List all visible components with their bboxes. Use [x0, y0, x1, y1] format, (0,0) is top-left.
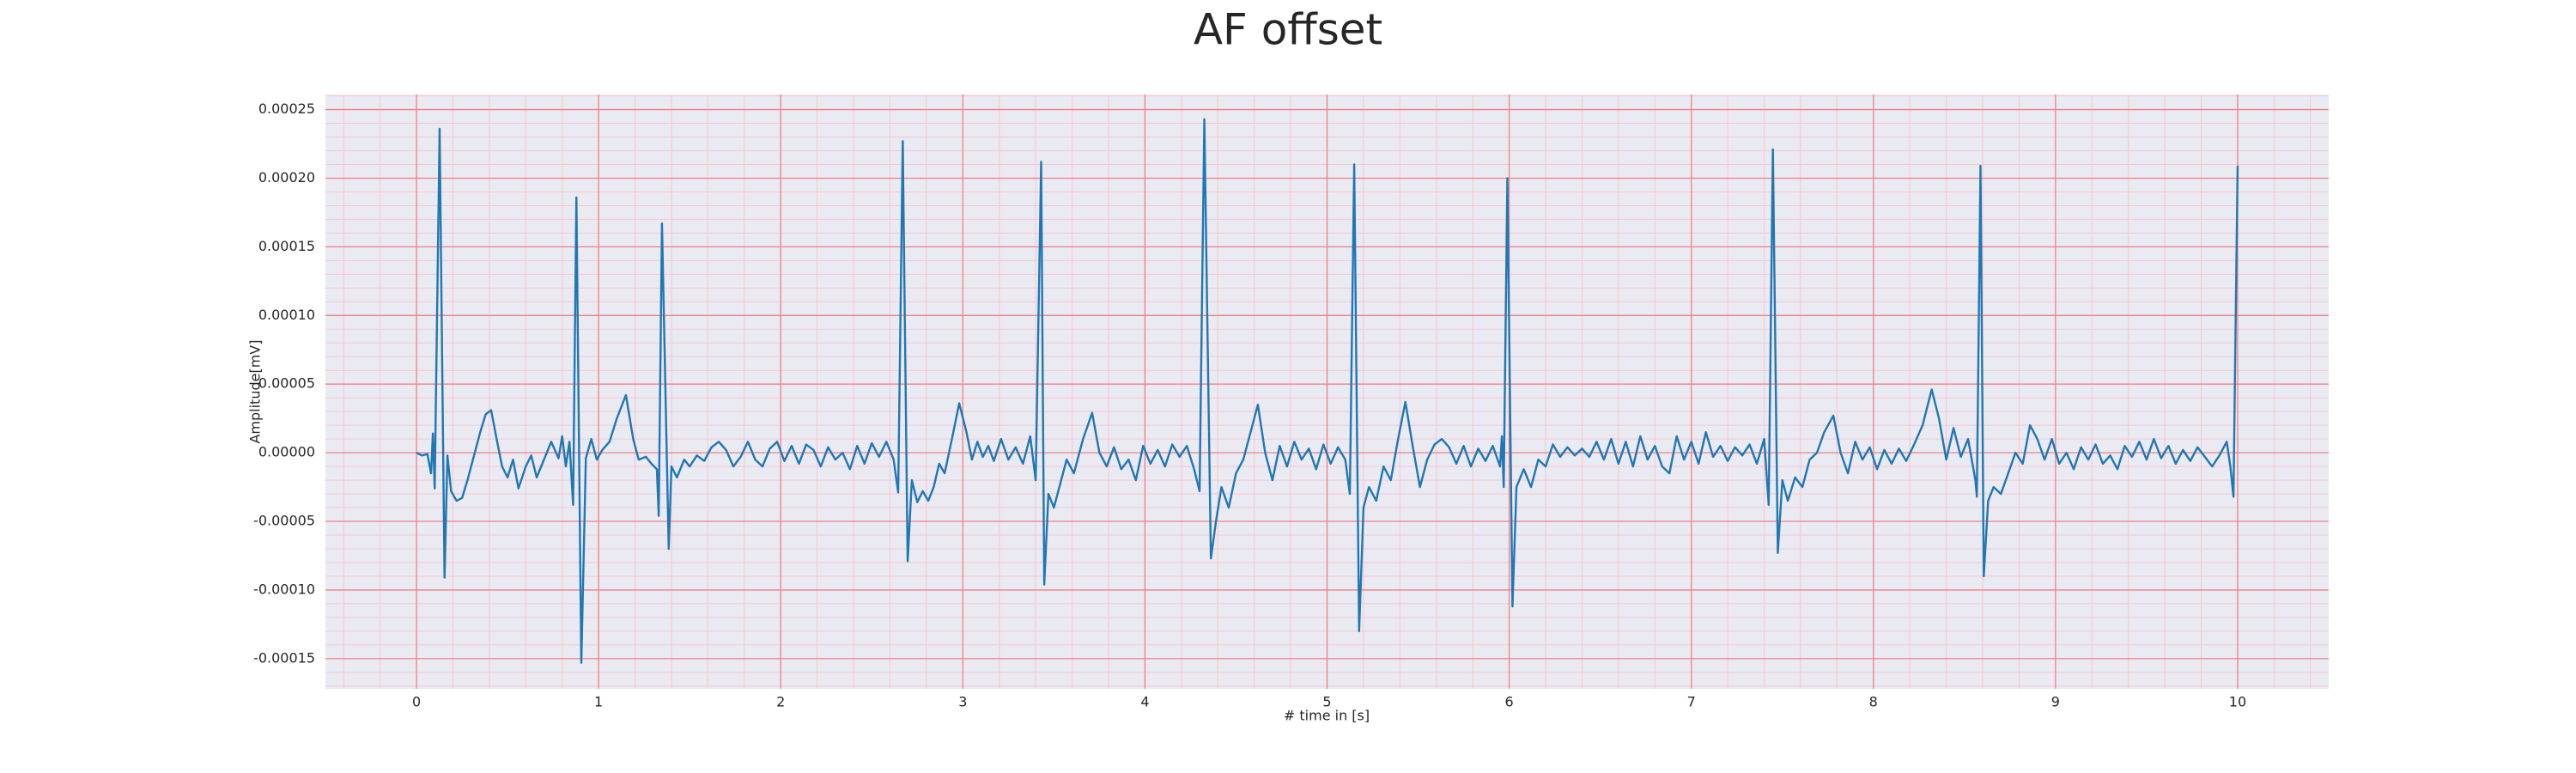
- x-tick-label: 8: [1869, 694, 1878, 710]
- y-tick-label: 0.00015: [258, 238, 315, 254]
- x-axis-label: # time in [s]: [1284, 708, 1370, 724]
- y-tick-label: -0.00015: [253, 649, 315, 666]
- y-tick-label: -0.00010: [253, 581, 315, 597]
- x-tick-label: 9: [2051, 694, 2060, 710]
- y-tick-label: 0.00020: [258, 169, 315, 186]
- chart-title: AF offset: [1194, 5, 1382, 55]
- x-tick-label: 3: [958, 694, 967, 710]
- y-tick-label: 0.00005: [258, 375, 315, 392]
- x-tick-label: 5: [1322, 694, 1331, 710]
- y-axis-label: Amplitude[mV]: [247, 339, 264, 443]
- x-tick-label: 4: [1140, 694, 1149, 710]
- y-tick-label: 0.00000: [258, 444, 315, 460]
- y-tick-label: 0.00025: [258, 100, 315, 117]
- x-tick-label: 0: [412, 694, 421, 710]
- x-tick-label: 2: [776, 694, 785, 710]
- y-tick-label: 0.00010: [258, 307, 315, 323]
- marks: [416, 118, 2239, 664]
- x-tick-label: 1: [594, 694, 603, 710]
- y-tick-label: -0.00005: [253, 513, 315, 529]
- signal-line: [416, 118, 2239, 664]
- x-tick-label: 10: [2229, 694, 2246, 710]
- x-tick-label: 6: [1504, 694, 1513, 710]
- x-tick-label: 7: [1687, 694, 1696, 710]
